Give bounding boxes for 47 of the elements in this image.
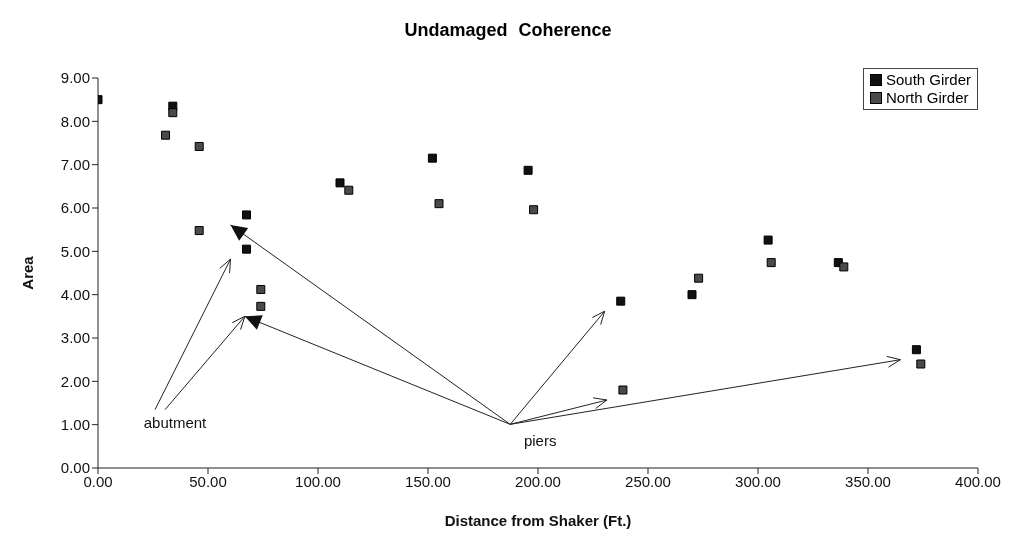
point [616, 296, 626, 306]
point [529, 205, 539, 215]
x-tick-label: 300.00 [735, 472, 781, 490]
x-tick-label: 350.00 [845, 472, 891, 490]
annotation: piers [523, 432, 557, 450]
point [194, 226, 204, 236]
chart-title: Undamaged Coherence [403, 20, 613, 41]
x-tick-label: 150.00 [405, 472, 451, 490]
y-tick-label: 4.00 [60, 285, 90, 303]
y-tick-label: 6.00 [60, 199, 90, 217]
point [916, 359, 926, 369]
point [687, 290, 697, 300]
y-tick-label: 8.00 [60, 112, 90, 130]
point [766, 258, 776, 268]
point [335, 178, 345, 188]
y-tick-label: 9.00 [60, 69, 90, 87]
y-axis-title: Area [19, 255, 37, 290]
point [434, 199, 444, 209]
x-tick-label: 50.00 [189, 472, 227, 490]
point [618, 385, 628, 395]
y-tick-label: 2.00 [60, 372, 90, 390]
point [763, 235, 773, 245]
point [344, 185, 354, 195]
point [194, 141, 204, 151]
point [242, 210, 251, 220]
point [242, 244, 251, 254]
x-tick-label: 250.00 [625, 472, 671, 490]
point [427, 153, 437, 163]
annotation: abutment [143, 413, 208, 431]
legend-label: South Girder [885, 71, 971, 89]
point [523, 165, 533, 175]
point [256, 301, 266, 311]
point [839, 262, 849, 272]
point [694, 273, 704, 283]
x-tick-label: 100.00 [295, 472, 341, 490]
x-axis-title: Distance from Shaker (Ft.) [444, 512, 632, 529]
point [256, 284, 266, 294]
x-tick-label: 400.00 [955, 472, 1001, 490]
y-tick-label: 7.00 [60, 155, 90, 173]
legend-label: North Girder [885, 89, 969, 107]
point [161, 130, 171, 140]
point [911, 345, 921, 355]
y-tick-label: 1.00 [60, 415, 90, 433]
y-tick-label: 3.00 [60, 329, 90, 347]
point [168, 108, 178, 118]
x-tick-label: 200.00 [515, 472, 561, 490]
y-tick-label: 5.00 [60, 242, 90, 260]
